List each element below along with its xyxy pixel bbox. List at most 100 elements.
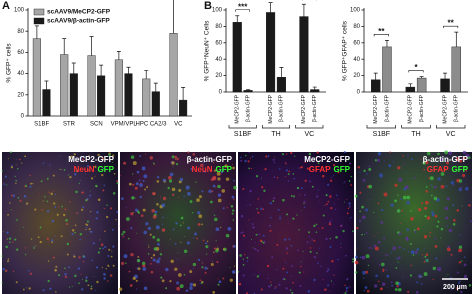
cell-dot [19, 158, 21, 161]
cell-dot [96, 266, 99, 269]
cell-dot [409, 243, 412, 246]
bar [232, 22, 242, 93]
cell-dot [204, 271, 207, 274]
cell-dot [402, 248, 405, 250]
error-bar [99, 64, 104, 76]
cell-dot [169, 280, 172, 283]
cell-dot [230, 204, 234, 208]
marker-label: GFP [452, 165, 469, 174]
cell-dot [30, 182, 33, 185]
bar [124, 73, 133, 117]
cell-dot [461, 173, 466, 178]
cell-dot [132, 183, 135, 186]
cell-dot [82, 255, 85, 258]
cell-dot [103, 273, 106, 276]
stain-label: GFAP [309, 165, 331, 174]
bar-label: β-actin-GFP [419, 94, 425, 122]
cell-dot [298, 229, 300, 231]
cell-dot [109, 274, 113, 277]
cell-dot [182, 222, 184, 224]
y-tick-label: 80 [17, 29, 24, 35]
bar [243, 90, 253, 93]
cell-dot [139, 183, 143, 187]
cell-dot [284, 176, 286, 178]
cell-dot [96, 211, 99, 214]
cell-dot [88, 228, 91, 231]
cell-dot [55, 291, 57, 293]
cell-dot [304, 157, 307, 160]
cell-dot [25, 202, 29, 205]
cell-dot [176, 286, 180, 291]
cell-dot [259, 239, 263, 243]
cell-dot [426, 216, 431, 220]
cell-dot [110, 249, 112, 251]
cell-dot [231, 209, 235, 212]
cell-dot [214, 217, 218, 222]
cell-dot [430, 184, 433, 186]
cell-dot [147, 226, 152, 231]
cell-dot [142, 267, 147, 271]
cell-dot [179, 284, 184, 289]
cell-dot [402, 195, 407, 200]
cell-dot [70, 241, 72, 242]
cell-dot [176, 281, 179, 285]
cell-dot [287, 173, 290, 175]
cell-dot [437, 220, 440, 223]
cell-dot [272, 158, 275, 161]
cell-dot [192, 262, 197, 267]
cell-dot [174, 267, 178, 271]
cell-dot [332, 164, 336, 167]
error-bar [44, 80, 49, 90]
cell-dot [14, 238, 17, 241]
cell-dot [410, 158, 413, 161]
cell-dot [340, 243, 342, 245]
cell-dot [340, 247, 342, 249]
cell-dot [128, 182, 132, 186]
image-title-text: β-actin-GFP [423, 155, 469, 164]
cell-dot [253, 274, 255, 276]
cell-dot [15, 248, 19, 251]
cell-dot [231, 212, 234, 215]
cell-dot [140, 214, 144, 218]
cell-dot [125, 207, 127, 209]
y-tick-label: 100 [350, 8, 361, 14]
cell-dot [327, 267, 329, 270]
cell-dot [101, 266, 103, 269]
cell-dot [221, 189, 226, 193]
cell-dot [81, 158, 84, 161]
cell-dot [139, 195, 142, 199]
cell-dot [108, 153, 111, 157]
cell-dot [329, 237, 331, 240]
cell-dot [343, 182, 345, 184]
cell-dot [77, 267, 81, 270]
cell-dot [177, 252, 179, 253]
cell-dot [337, 171, 340, 174]
cell-dot [213, 247, 217, 250]
cell-dot [152, 253, 156, 257]
bar [382, 46, 392, 93]
cell-dot [15, 180, 17, 182]
cell-dot [82, 260, 85, 263]
cell-dot [264, 167, 267, 171]
cell-dot [251, 239, 253, 241]
cell-dot [160, 276, 163, 279]
cell-dot [291, 291, 294, 294]
cell-dot [270, 281, 272, 283]
cell-dot [285, 287, 288, 290]
cell-dot [165, 287, 168, 290]
cell-dot [337, 258, 339, 261]
cell-dot [470, 220, 473, 223]
cell-dot [260, 207, 263, 210]
cell-dot [231, 195, 235, 199]
cell-dot [153, 247, 157, 251]
cell-dot [352, 260, 354, 263]
cell-dot [347, 158, 350, 161]
cell-dot [418, 207, 422, 212]
cell-dot [65, 218, 68, 222]
cell-dot [458, 245, 463, 249]
cell-dot [318, 228, 320, 229]
cell-dot [150, 262, 152, 265]
cell-dot [165, 267, 169, 272]
